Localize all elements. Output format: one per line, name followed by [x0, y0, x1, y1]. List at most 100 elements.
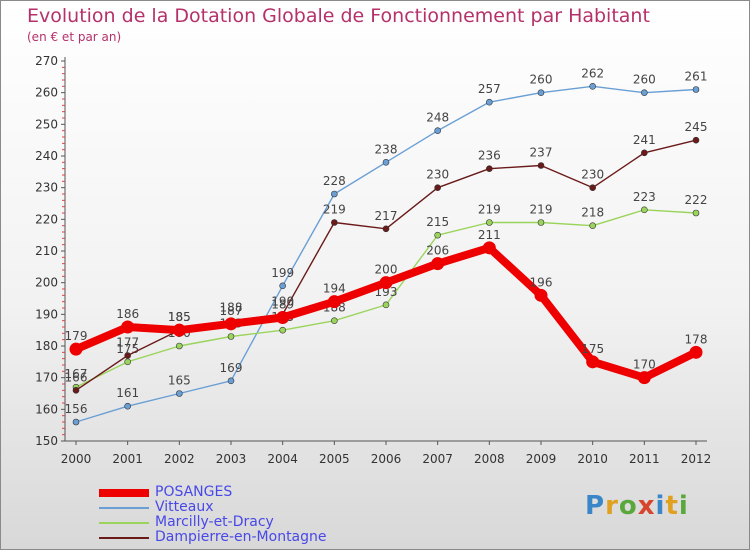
x-tick-label: 2009 [526, 452, 557, 466]
data-label-dampierre-en-montagne: 245 [685, 120, 708, 134]
chart-subtitle: (en € et par an) [27, 30, 122, 44]
data-label-dampierre-en-montagne: 219 [323, 203, 346, 217]
data-point-vitteaux [176, 390, 183, 397]
data-label-posanges: 185 [168, 310, 191, 324]
data-point-posanges [379, 276, 393, 290]
legend-label: Marcilly-et-Dracy [155, 514, 274, 530]
x-tick-label: 2002 [164, 452, 195, 466]
data-point-dampierre-en-montagne [382, 225, 390, 233]
data-label-vitteaux: 257 [478, 82, 501, 96]
data-point-vitteaux [537, 89, 545, 96]
x-tick-label: 2007 [422, 452, 453, 466]
data-point-posanges [172, 323, 186, 337]
y-tick-label: 230 [35, 181, 58, 195]
data-point-dampierre-en-montagne [331, 219, 338, 226]
data-point-vitteaux [434, 127, 441, 134]
data-label-dampierre-en-montagne: 230 [581, 168, 604, 182]
data-label-posanges: 179 [65, 329, 88, 343]
x-tick-label: 2004 [267, 452, 298, 466]
data-label-dampierre-en-montagne: 166 [65, 370, 88, 384]
data-label-dampierre-en-montagne: 230 [426, 168, 449, 182]
data-label-dampierre-en-montagne: 241 [633, 133, 656, 147]
x-tick-label: 2000 [61, 452, 92, 466]
data-label-dampierre-en-montagne: 217 [375, 209, 398, 223]
x-tick-label: 2001 [112, 452, 143, 466]
data-label-posanges: 196 [530, 275, 553, 289]
data-point-posanges [431, 257, 445, 271]
data-label-marcilly-et-dracy: 222 [685, 193, 708, 207]
legend-swatch-posanges [99, 489, 149, 497]
x-tick-label: 2006 [371, 452, 402, 466]
data-label-posanges: 178 [685, 332, 708, 346]
data-point-marcilly-et-dracy [331, 317, 338, 324]
data-label-vitteaux: 228 [323, 174, 346, 188]
legend-label: Vitteaux [155, 499, 214, 515]
data-label-marcilly-et-dracy: 218 [581, 206, 604, 220]
x-tick-label: 2008 [474, 452, 505, 466]
data-point-posanges [637, 371, 651, 385]
data-point-dampierre-en-montagne [641, 149, 648, 157]
legend-swatch-vitteaux [99, 507, 149, 509]
x-tick-label: 2012 [681, 452, 712, 466]
data-point-marcilly-et-dracy [589, 222, 596, 229]
legend-label: POSANGES [155, 484, 233, 500]
legend-swatch-dampierre [99, 537, 149, 539]
data-point-marcilly-et-dracy [124, 358, 131, 366]
data-label-posanges: 206 [426, 244, 449, 258]
data-point-posanges [121, 320, 135, 334]
data-point-vitteaux [589, 83, 596, 90]
data-label-vitteaux: 262 [581, 66, 604, 80]
data-point-dampierre-en-montagne [72, 387, 80, 394]
data-point-vitteaux [486, 98, 493, 106]
data-label-posanges: 170 [633, 358, 656, 372]
data-label-marcilly-et-dracy: 219 [478, 203, 501, 217]
data-point-posanges [224, 317, 238, 331]
data-label-posanges: 194 [323, 282, 346, 296]
data-point-vitteaux [72, 418, 80, 426]
data-point-vitteaux [227, 377, 235, 385]
legend-label: Dampierre-en-Montagne [155, 529, 327, 545]
data-label-dampierre-en-montagne: 177 [116, 336, 139, 350]
data-label-vitteaux: 238 [375, 142, 398, 156]
data-point-dampierre-en-montagne [486, 165, 493, 172]
data-label-dampierre-en-montagne: 190 [271, 294, 294, 308]
data-point-dampierre-en-montagne [124, 352, 131, 359]
data-point-marcilly-et-dracy [486, 219, 493, 226]
data-label-vitteaux: 161 [116, 386, 139, 400]
data-point-posanges [482, 241, 496, 255]
data-point-dampierre-en-montagne [589, 184, 596, 191]
data-label-posanges: 186 [116, 307, 139, 321]
series-line-vitteaux [75, 85, 697, 423]
data-point-marcilly-et-dracy [382, 301, 390, 309]
y-tick-label: 260 [35, 86, 58, 100]
data-point-vitteaux [124, 402, 131, 410]
data-label-vitteaux: 260 [633, 73, 656, 87]
data-point-posanges [276, 311, 290, 324]
x-tick-label: 2005 [319, 452, 350, 466]
y-tick-label: 220 [35, 212, 58, 226]
data-point-marcilly-et-dracy [279, 326, 286, 334]
data-point-posanges [689, 345, 703, 359]
data-label-vitteaux: 199 [271, 266, 294, 280]
data-point-dampierre-en-montagne [434, 184, 441, 191]
y-tick-label: 190 [35, 307, 58, 321]
data-point-vitteaux [382, 159, 390, 166]
x-tick-label: 2003 [216, 452, 247, 466]
y-tick-label: 200 [35, 276, 58, 290]
y-tick-label: 240 [35, 149, 58, 163]
data-point-posanges [327, 295, 341, 309]
data-point-marcilly-et-dracy [537, 219, 545, 226]
data-point-dampierre-en-montagne [692, 136, 700, 144]
data-point-vitteaux [279, 282, 286, 290]
data-label-vitteaux: 248 [426, 111, 449, 125]
data-label-vitteaux: 165 [168, 374, 191, 388]
data-label-posanges: 175 [581, 342, 604, 356]
data-point-marcilly-et-dracy [434, 231, 441, 239]
data-point-marcilly-et-dracy [641, 206, 648, 214]
data-point-vitteaux [331, 190, 338, 198]
y-tick-label: 210 [35, 244, 58, 258]
data-label-marcilly-et-dracy: 167 [65, 367, 88, 381]
data-label-dampierre-en-montagne: 185 [168, 310, 191, 324]
x-tick-label: 2010 [577, 452, 608, 466]
